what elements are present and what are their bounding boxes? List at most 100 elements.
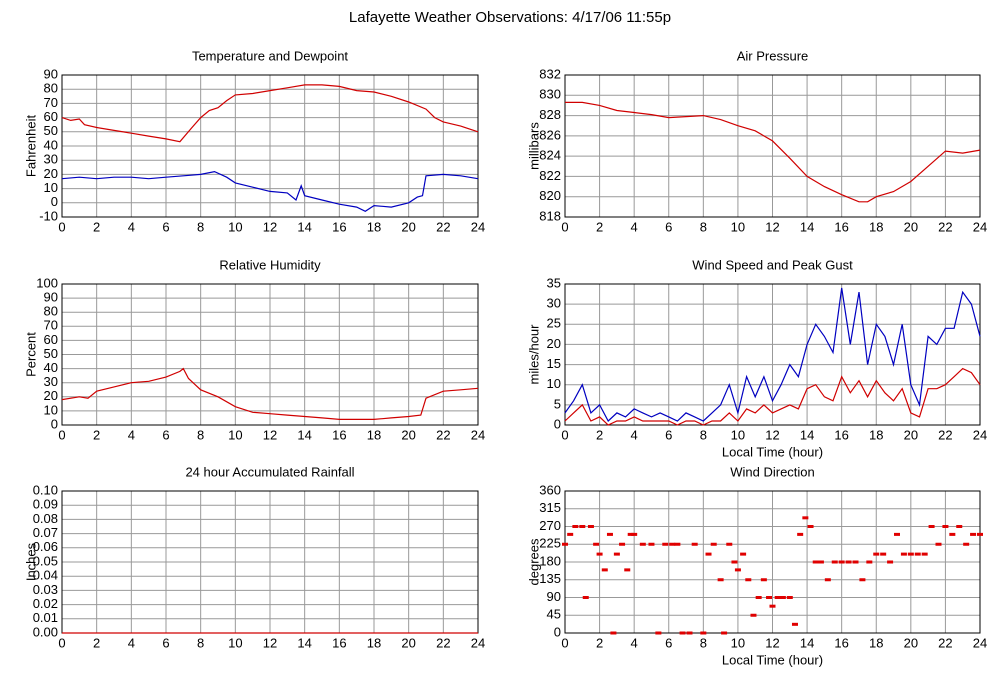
data-point	[977, 532, 983, 536]
data-point	[786, 596, 793, 599]
data-point	[802, 516, 809, 520]
x-tick-label: 14	[297, 427, 311, 442]
y-tick-label: 40	[44, 360, 58, 375]
chart-title: Wind Direction	[730, 464, 815, 479]
y-tick-label: 25	[547, 316, 561, 331]
x-tick-label: 4	[128, 427, 135, 442]
data-point	[921, 552, 928, 556]
data-line	[564, 367, 981, 426]
y-tick-label: 80	[44, 81, 58, 96]
x-tick-label: 14	[297, 635, 311, 650]
y-axis-label: miles/hour	[526, 324, 541, 385]
chart-title: Wind Speed and Peak Gust	[692, 257, 853, 272]
x-tick-label: 22	[938, 427, 952, 442]
x-tick-label: 12	[765, 427, 779, 442]
x-tick-label: 8	[197, 635, 204, 650]
x-tick-label: 16	[834, 427, 848, 442]
data-point	[831, 560, 838, 564]
x-tick-label: 14	[800, 219, 814, 234]
data-point	[624, 568, 631, 572]
y-tick-label: 90	[44, 66, 58, 81]
x-tick-label: 0	[58, 219, 65, 234]
x-axis-label: Local Time (hour)	[722, 444, 823, 459]
x-tick-label: 18	[367, 635, 381, 650]
x-tick-label: 16	[332, 635, 346, 650]
data-point	[970, 532, 977, 536]
y-tick-label: 0.10	[33, 482, 58, 497]
x-tick-label: 24	[973, 219, 987, 234]
x-tick-label: 24	[471, 427, 485, 442]
y-tick-label: 360	[539, 482, 561, 497]
x-tick-label: 22	[436, 427, 450, 442]
x-tick-label: 10	[731, 635, 745, 650]
x-tick-label: 16	[332, 219, 346, 234]
plot-frame	[61, 283, 479, 426]
x-tick-label: 0	[561, 427, 568, 442]
y-tick-label: 832	[539, 66, 561, 81]
data-point	[613, 552, 620, 556]
y-tick-label: 5	[554, 396, 561, 411]
y-tick-label: 828	[539, 107, 561, 122]
x-tick-label: 6	[162, 427, 169, 442]
data-point	[914, 552, 921, 556]
y-tick-label: 0.05	[33, 553, 58, 568]
data-point	[572, 525, 579, 528]
y-tick-label: 50	[44, 346, 58, 361]
y-tick-label: 0.08	[33, 511, 58, 526]
x-tick-label: 22	[938, 219, 952, 234]
page-title: Lafayette Weather Observations: 4/17/06 …	[349, 9, 671, 26]
plot-frame	[564, 283, 981, 426]
y-tick-label: 20	[44, 166, 58, 181]
x-tick-label: 12	[263, 427, 277, 442]
y-tick-label: 824	[539, 148, 561, 163]
x-tick-label: 2	[596, 427, 603, 442]
data-point	[807, 525, 814, 528]
data-point	[942, 525, 949, 528]
y-tick-label: 90	[44, 290, 58, 305]
data-point	[731, 560, 738, 564]
data-point	[963, 542, 970, 546]
x-tick-label: 10	[731, 219, 745, 234]
data-point	[859, 578, 866, 582]
data-point	[740, 552, 747, 556]
data-point	[662, 542, 669, 546]
chart-title: Air Pressure	[737, 48, 809, 63]
y-tick-label: 818	[539, 208, 561, 223]
data-point	[873, 552, 880, 556]
y-tick-label: 0	[554, 416, 561, 431]
y-tick-label: 826	[539, 127, 561, 142]
data-point	[639, 542, 646, 546]
data-point	[949, 532, 956, 536]
data-point	[845, 560, 852, 564]
data-line	[564, 287, 981, 422]
x-tick-label: 16	[834, 219, 848, 234]
x-tick-label: 2	[93, 635, 100, 650]
y-tick-label: 60	[44, 332, 58, 347]
x-tick-label: 24	[973, 427, 987, 442]
data-point	[769, 604, 776, 608]
y-tick-label: 10	[547, 376, 561, 391]
data-point	[755, 596, 762, 599]
x-tick-label: 8	[197, 219, 204, 234]
y-tick-label: 40	[44, 137, 58, 152]
x-tick-label: 6	[162, 635, 169, 650]
y-tick-label: 0.01	[33, 610, 58, 625]
x-tick-label: 22	[436, 219, 450, 234]
x-tick-label: 14	[800, 635, 814, 650]
x-tick-label: 16	[332, 427, 346, 442]
data-line	[61, 170, 479, 212]
y-tick-label: 80	[44, 304, 58, 319]
x-tick-label: 22	[938, 635, 952, 650]
y-tick-label: 0.00	[33, 624, 58, 639]
y-tick-label: 225	[539, 536, 561, 551]
plot-frame	[564, 74, 981, 218]
data-point	[894, 532, 900, 536]
data-point	[674, 542, 681, 546]
data-point	[760, 578, 767, 582]
data-point	[582, 596, 589, 599]
y-tick-label: 60	[44, 109, 58, 124]
y-tick-label: 0.09	[33, 497, 58, 512]
y-tick-label: 0.03	[33, 582, 58, 597]
y-tick-label: 20	[547, 336, 561, 351]
data-point	[779, 596, 786, 599]
